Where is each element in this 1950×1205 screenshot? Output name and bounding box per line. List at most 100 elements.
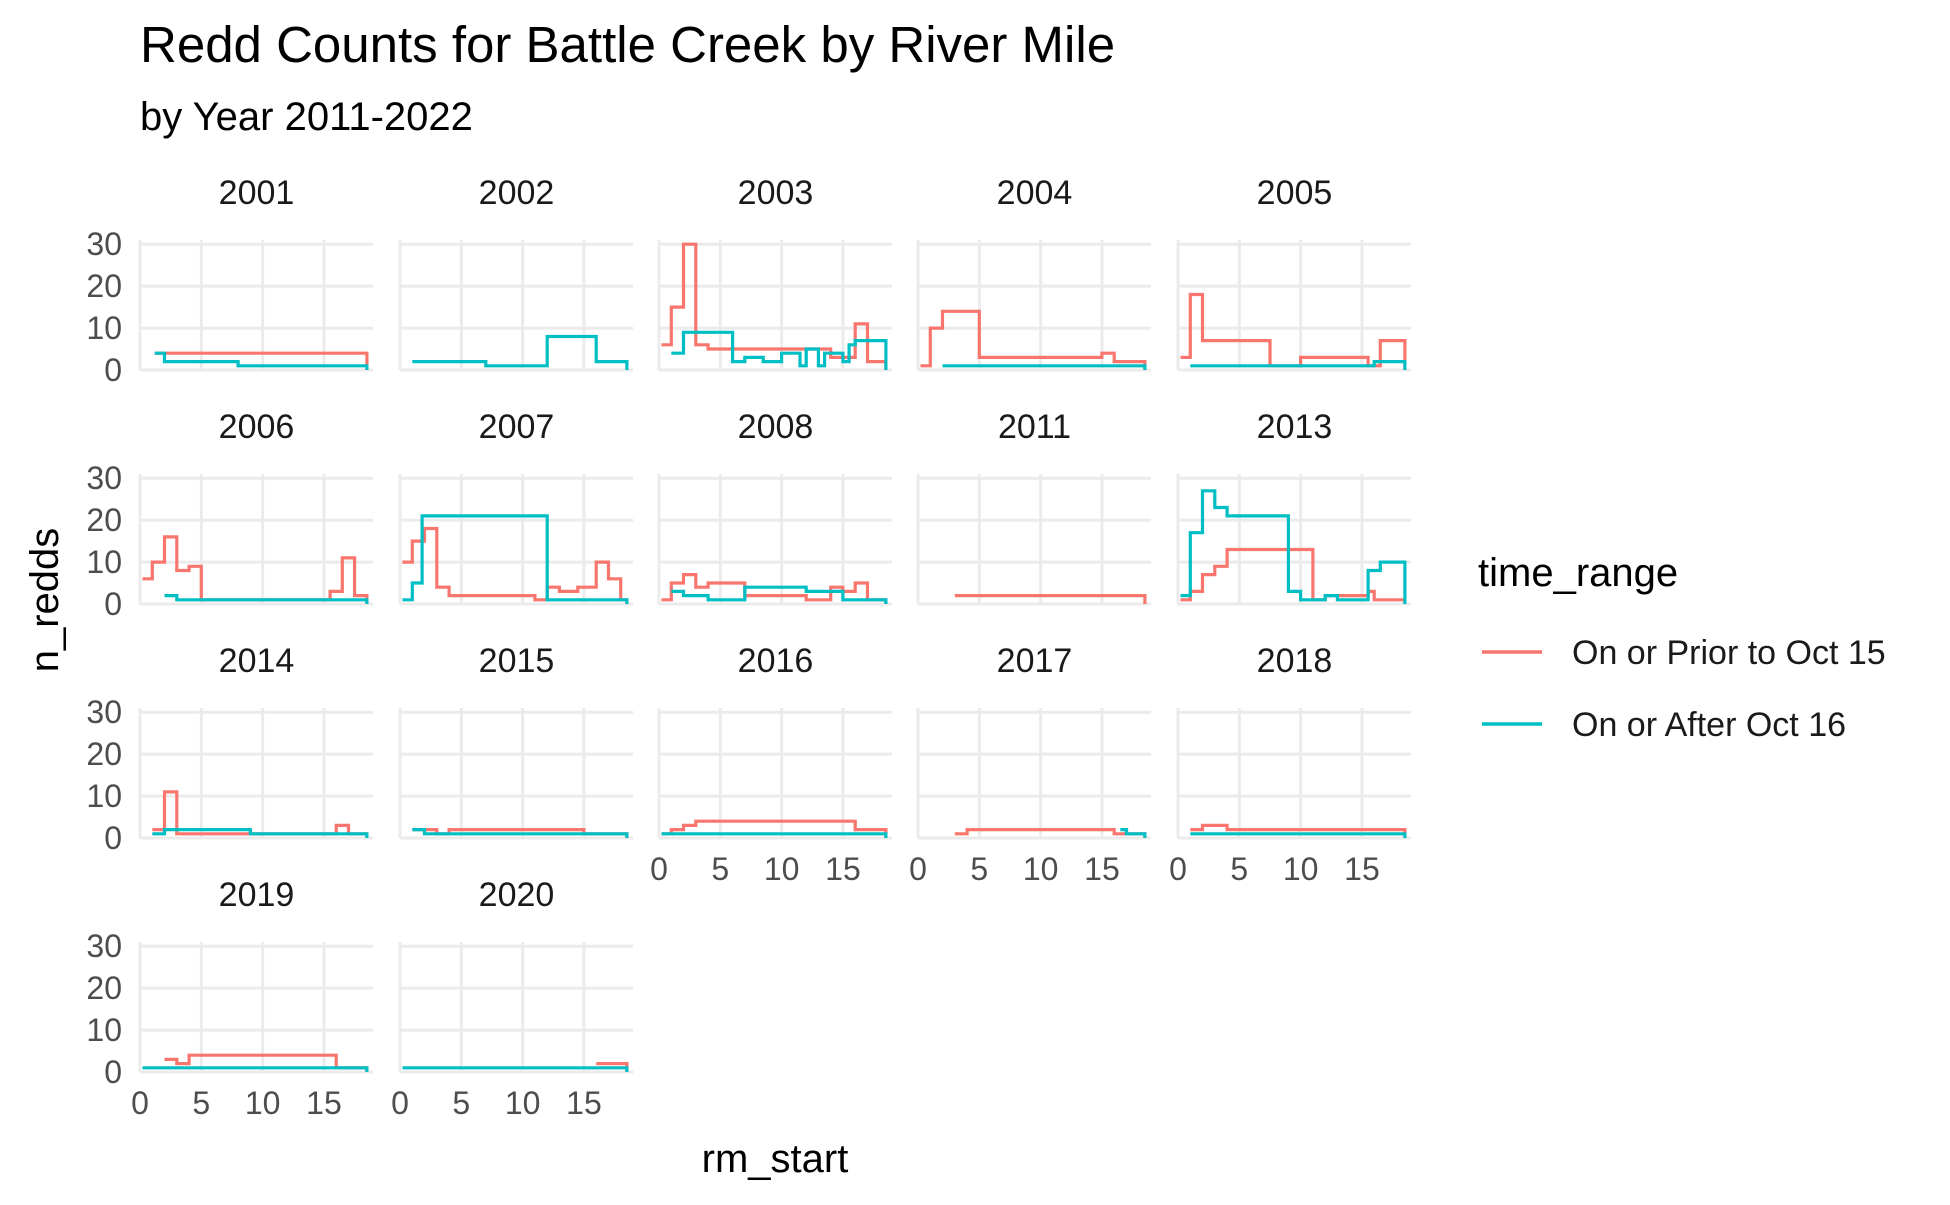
facet-label: 2018 [1257, 642, 1333, 680]
series-line-on-or-prior-to-oct-15 [164, 1053, 369, 1072]
y-tick-label: 30 [86, 460, 122, 496]
series-line-on-or-after-oct-16 [402, 1066, 629, 1072]
x-tick-label: 5 [970, 851, 988, 887]
facet-panel-2007: 2007 [398, 408, 633, 606]
facet-label: 2006 [219, 408, 295, 446]
y-axis-title: n_redds [23, 528, 67, 673]
facet-panel-2004: 2004 [916, 174, 1151, 372]
y-tick-label: 30 [86, 226, 122, 262]
x-axis-title: rm_start [702, 1137, 849, 1181]
series-line-on-or-prior-to-oct-15 [661, 573, 888, 604]
x-tick-label: 5 [1230, 851, 1248, 887]
legend-item: On or Prior to Oct 15 [1482, 634, 1886, 672]
facet-label: 2015 [479, 642, 555, 680]
facet-panel-2003: 2003 [657, 174, 892, 372]
facet-label: 2008 [738, 408, 814, 446]
y-tick-label: 20 [86, 502, 122, 538]
x-tick-label: 0 [650, 851, 668, 887]
x-tick-label: 5 [452, 1085, 470, 1121]
facet-label: 2004 [997, 174, 1073, 212]
series-line-on-or-prior-to-oct-15 [661, 819, 888, 838]
y-tick-label: 20 [86, 970, 122, 1006]
facet-panel-2014: 2014 0 10 20 30 [86, 642, 373, 856]
x-tick-label: 10 [245, 1085, 281, 1121]
facet-panel-2001: 2001 0 10 20 30 [86, 174, 373, 388]
y-tick-label: 20 [86, 268, 122, 304]
facet-label: 2011 [998, 408, 1071, 446]
legend: time_range On or Prior to Oct 15 On or Af… [1478, 551, 1886, 744]
x-tick-label: 15 [1084, 851, 1120, 887]
series-line-on-or-after-oct-16 [412, 828, 629, 838]
series-line-on-or-after-oct-16 [1190, 832, 1407, 838]
facet-panel-2015: 2015 [398, 642, 633, 840]
facet-label: 2013 [1257, 408, 1333, 446]
series-line-on-or-after-oct-16 [671, 585, 888, 604]
facet-panel-2002: 2002 [398, 174, 633, 372]
legend-label: On or After Oct 16 [1572, 706, 1846, 744]
facet-panel-2020: 2020 0 5 10 15 [391, 876, 633, 1121]
y-tick-label: 10 [86, 778, 122, 814]
y-tick-label: 10 [86, 310, 122, 346]
facet-panel-2006: 2006 0 10 20 30 [86, 408, 373, 622]
y-tick-label: 30 [86, 694, 122, 730]
series-line-on-or-after-oct-16 [164, 594, 369, 604]
series-line-on-or-after-oct-16 [142, 1066, 369, 1072]
facet-label: 2014 [219, 642, 295, 680]
y-tick-label: 20 [86, 736, 122, 772]
x-tick-label: 10 [1023, 851, 1059, 887]
x-tick-label: 0 [1169, 851, 1187, 887]
series-line-on-or-after-oct-16 [671, 330, 888, 370]
facet-label: 2019 [219, 876, 295, 914]
facet-label: 2005 [1257, 174, 1333, 212]
chart-title: Redd Counts for Battle Creek by River Mi… [140, 16, 1115, 73]
series-line-on-or-prior-to-oct-15 [954, 594, 1147, 604]
facet-panel-2016: 2016 0 5 10 15 [650, 642, 892, 887]
x-tick-label: 0 [391, 1085, 409, 1121]
x-tick-label: 5 [711, 851, 729, 887]
series-line-on-or-after-oct-16 [1120, 828, 1147, 838]
y-tick-label: 10 [86, 1012, 122, 1048]
series-line-on-or-prior-to-oct-15 [1190, 823, 1407, 838]
x-tick-label: 15 [306, 1085, 342, 1121]
series-line-on-or-after-oct-16 [152, 828, 369, 838]
x-tick-label: 10 [764, 851, 800, 887]
facet-panel-2011: 2011 [916, 408, 1151, 606]
facet-panel-2005: 2005 [1176, 174, 1411, 372]
facet-panel-2008: 2008 [657, 408, 892, 606]
x-tick-label: 10 [505, 1085, 541, 1121]
series-line-on-or-after-oct-16 [1180, 489, 1407, 604]
x-tick-label: 15 [825, 851, 861, 887]
facet-label: 2007 [479, 408, 555, 446]
y-tick-label: 0 [104, 1054, 122, 1090]
x-tick-label: 5 [192, 1085, 210, 1121]
series-line-on-or-after-oct-16 [661, 832, 888, 838]
facet-label: 2016 [738, 642, 814, 680]
facet-label: 2003 [738, 174, 814, 212]
x-tick-label: 15 [1344, 851, 1380, 887]
series-line-on-or-prior-to-oct-15 [1180, 547, 1407, 604]
series-line-on-or-prior-to-oct-15 [1180, 292, 1407, 370]
facet-label: 2001 [219, 174, 295, 212]
legend-item: On or After Oct 16 [1482, 706, 1846, 744]
series-line-on-or-prior-to-oct-15 [402, 526, 629, 604]
legend-title: time_range [1478, 551, 1678, 595]
x-tick-label: 10 [1283, 851, 1319, 887]
series-line-on-or-prior-to-oct-15 [661, 242, 888, 370]
series-line-on-or-after-oct-16 [154, 351, 369, 370]
legend-items: On or Prior to Oct 15 On or After Oct 16 [1482, 634, 1886, 744]
chart-subtitle: by Year 2011-2022 [140, 95, 473, 139]
legend-label: On or Prior to Oct 15 [1572, 634, 1886, 672]
facet-label: 2017 [997, 642, 1073, 680]
series-line-on-or-after-oct-16 [412, 334, 629, 370]
series-line-on-or-after-oct-16 [1190, 360, 1407, 370]
y-tick-label: 30 [86, 928, 122, 964]
series-line-on-or-prior-to-oct-15 [920, 309, 1147, 370]
series-line-on-or-after-oct-16 [942, 364, 1147, 370]
x-tick-label: 15 [566, 1085, 602, 1121]
series-line-on-or-prior-to-oct-15 [142, 535, 369, 604]
y-tick-label: 0 [104, 820, 122, 856]
facet-label: 2020 [479, 876, 555, 914]
facet-panel-2018: 2018 0 5 10 15 [1169, 642, 1411, 887]
